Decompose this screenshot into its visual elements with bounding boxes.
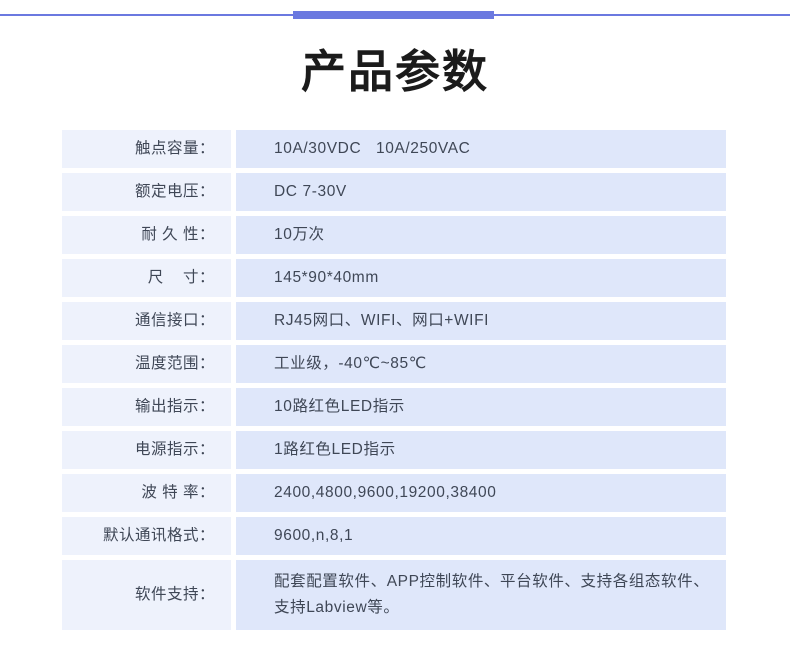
table-row: 耐 久 性： 10万次 bbox=[62, 216, 726, 254]
table-row: 波 特 率： 2400,4800,9600,19200,38400 bbox=[62, 474, 726, 512]
table-row: 通信接口： RJ45网口、WIFI、网口+WIFI bbox=[62, 302, 726, 340]
table-row: 软件支持： 配套配置软件、APP控制软件、平台软件、支持各组态软件、支持Labv… bbox=[62, 560, 726, 630]
spec-value: 145*90*40mm bbox=[236, 259, 726, 297]
spec-value: 10A/30VDC 10A/250VAC bbox=[236, 130, 726, 168]
spec-value: 1路红色LED指示 bbox=[236, 431, 726, 469]
spec-table: 触点容量： 10A/30VDC 10A/250VAC 额定电压： DC 7-30… bbox=[62, 130, 726, 630]
spec-value: 配套配置软件、APP控制软件、平台软件、支持各组态软件、支持Labview等。 bbox=[236, 560, 726, 630]
spec-value: 9600,n,8,1 bbox=[236, 517, 726, 555]
spec-label: 软件支持： bbox=[62, 560, 231, 630]
spec-label: 通信接口： bbox=[62, 302, 231, 340]
page-title: 产品参数 bbox=[300, 45, 489, 98]
spec-label: 波 特 率： bbox=[62, 474, 231, 512]
spec-label: 尺 寸： bbox=[62, 259, 231, 297]
table-row: 默认通讯格式： 9600,n,8,1 bbox=[62, 517, 726, 555]
table-row: 触点容量： 10A/30VDC 10A/250VAC bbox=[62, 130, 726, 168]
spec-value: 工业级，-40℃~85℃ bbox=[236, 345, 726, 383]
spec-label: 输出指示： bbox=[62, 388, 231, 426]
spec-value: 2400,4800,9600,19200,38400 bbox=[236, 474, 726, 512]
spec-value: 10万次 bbox=[236, 216, 726, 254]
table-row: 输出指示： 10路红色LED指示 bbox=[62, 388, 726, 426]
spec-label: 额定电压： bbox=[62, 173, 231, 211]
table-row: 温度范围： 工业级，-40℃~85℃ bbox=[62, 345, 726, 383]
spec-value: RJ45网口、WIFI、网口+WIFI bbox=[236, 302, 726, 340]
spec-label: 默认通讯格式： bbox=[62, 517, 231, 555]
spec-label: 电源指示： bbox=[62, 431, 231, 469]
spec-value: 10路红色LED指示 bbox=[236, 388, 726, 426]
spec-label: 温度范围： bbox=[62, 345, 231, 383]
header-accent-bar bbox=[293, 11, 494, 19]
table-row: 电源指示： 1路红色LED指示 bbox=[62, 431, 726, 469]
spec-label: 耐 久 性： bbox=[62, 216, 231, 254]
table-row: 额定电压： DC 7-30V bbox=[62, 173, 726, 211]
table-row: 尺 寸： 145*90*40mm bbox=[62, 259, 726, 297]
spec-label: 触点容量： bbox=[62, 130, 231, 168]
spec-value: DC 7-30V bbox=[236, 173, 726, 211]
